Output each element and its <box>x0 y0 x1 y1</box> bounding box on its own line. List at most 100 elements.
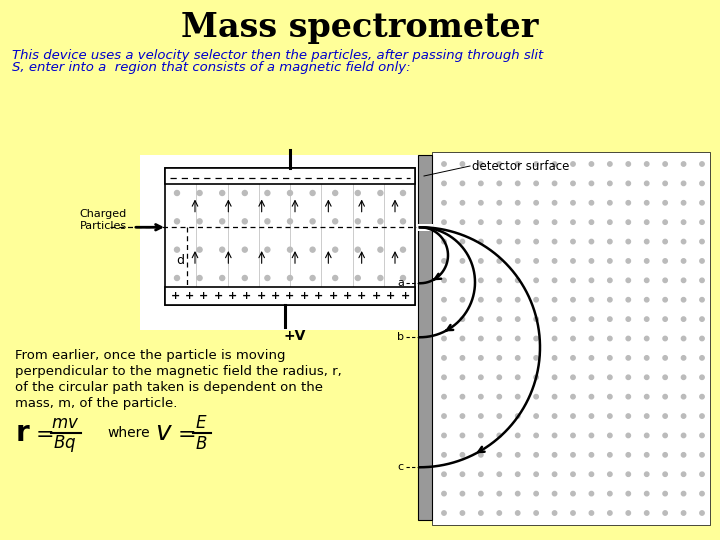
Text: Charged
Particles: Charged Particles <box>79 210 127 231</box>
Circle shape <box>681 200 685 205</box>
Circle shape <box>516 491 520 496</box>
Circle shape <box>479 375 483 380</box>
Circle shape <box>516 298 520 302</box>
Text: +: + <box>314 291 323 301</box>
Circle shape <box>681 433 685 437</box>
Circle shape <box>663 356 667 360</box>
Text: +: + <box>185 291 194 301</box>
Circle shape <box>174 275 179 280</box>
Circle shape <box>174 219 179 224</box>
Circle shape <box>479 200 483 205</box>
Circle shape <box>571 239 575 244</box>
Circle shape <box>460 433 464 437</box>
Circle shape <box>589 433 593 437</box>
Circle shape <box>700 414 704 418</box>
Circle shape <box>644 239 649 244</box>
Circle shape <box>174 191 179 195</box>
Circle shape <box>571 259 575 263</box>
Circle shape <box>571 414 575 418</box>
Circle shape <box>516 181 520 186</box>
Circle shape <box>571 453 575 457</box>
Text: +: + <box>285 291 294 301</box>
Circle shape <box>644 162 649 166</box>
Circle shape <box>516 200 520 205</box>
Circle shape <box>287 247 292 252</box>
Circle shape <box>608 239 612 244</box>
Circle shape <box>516 317 520 321</box>
Circle shape <box>460 491 464 496</box>
Text: a: a <box>397 278 404 288</box>
Circle shape <box>571 317 575 321</box>
Circle shape <box>644 278 649 282</box>
Circle shape <box>681 453 685 457</box>
Circle shape <box>589 162 593 166</box>
Circle shape <box>442 491 446 496</box>
Circle shape <box>552 181 557 186</box>
Circle shape <box>378 275 383 280</box>
Circle shape <box>220 191 225 195</box>
Circle shape <box>460 220 464 224</box>
Circle shape <box>534 220 539 224</box>
Circle shape <box>333 247 338 252</box>
Circle shape <box>626 414 631 418</box>
Circle shape <box>400 275 405 280</box>
Circle shape <box>552 200 557 205</box>
Circle shape <box>608 414 612 418</box>
Circle shape <box>442 181 446 186</box>
Circle shape <box>681 394 685 399</box>
Circle shape <box>534 200 539 205</box>
Circle shape <box>663 278 667 282</box>
Text: $mv$: $mv$ <box>51 414 79 432</box>
Circle shape <box>460 278 464 282</box>
Circle shape <box>608 394 612 399</box>
Circle shape <box>220 219 225 224</box>
Circle shape <box>497 278 502 282</box>
Text: From earlier, once the particle is moving: From earlier, once the particle is movin… <box>15 348 286 361</box>
Text: detector surface: detector surface <box>472 159 570 172</box>
Circle shape <box>626 278 631 282</box>
Text: $E$: $E$ <box>195 414 207 432</box>
Circle shape <box>442 356 446 360</box>
Circle shape <box>663 375 667 380</box>
Circle shape <box>681 220 685 224</box>
Circle shape <box>644 511 649 515</box>
Circle shape <box>552 278 557 282</box>
Circle shape <box>700 472 704 476</box>
Circle shape <box>681 491 685 496</box>
Circle shape <box>479 317 483 321</box>
Circle shape <box>460 181 464 186</box>
Circle shape <box>355 191 360 195</box>
Circle shape <box>663 511 667 515</box>
Text: +: + <box>386 291 395 301</box>
Circle shape <box>608 259 612 263</box>
Circle shape <box>608 472 612 476</box>
Circle shape <box>571 200 575 205</box>
Circle shape <box>497 336 502 341</box>
Bar <box>165 287 415 305</box>
Circle shape <box>460 394 464 399</box>
Circle shape <box>644 375 649 380</box>
Circle shape <box>460 375 464 380</box>
Circle shape <box>460 162 464 166</box>
Circle shape <box>516 433 520 437</box>
Circle shape <box>333 219 338 224</box>
Circle shape <box>552 336 557 341</box>
Circle shape <box>552 472 557 476</box>
Circle shape <box>534 278 539 282</box>
Circle shape <box>516 278 520 282</box>
Text: +: + <box>400 291 410 301</box>
Circle shape <box>663 259 667 263</box>
Text: c: c <box>398 462 404 472</box>
Text: This device uses a velocity selector then the particles, after passing through s: This device uses a velocity selector the… <box>12 49 544 62</box>
Circle shape <box>497 511 502 515</box>
Circle shape <box>626 181 631 186</box>
Circle shape <box>626 491 631 496</box>
Circle shape <box>571 433 575 437</box>
Circle shape <box>310 191 315 195</box>
Circle shape <box>534 453 539 457</box>
Circle shape <box>626 511 631 515</box>
Text: +: + <box>372 291 381 301</box>
Circle shape <box>442 394 446 399</box>
Circle shape <box>460 356 464 360</box>
Circle shape <box>516 375 520 380</box>
